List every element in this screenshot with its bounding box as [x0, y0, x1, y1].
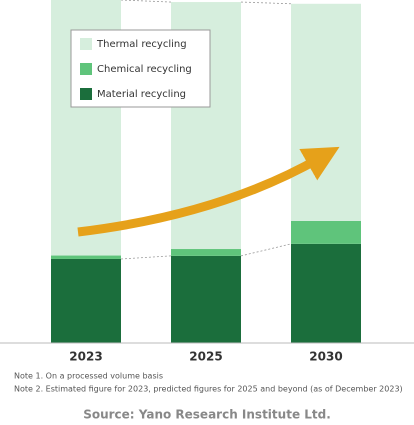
legend-swatch [80, 63, 92, 75]
legend-label: Chemical recycling [97, 64, 192, 75]
note: Note 1. On a processed volume basis [14, 372, 163, 381]
source: Source: Yano Research Institute Ltd. [83, 408, 331, 422]
note: Note 2. Estimated figure for 2023, predi… [14, 385, 403, 394]
trend-arrow [77, 146, 340, 237]
bar-segment [291, 3, 361, 221]
connector [120, 0, 172, 3]
bar-segment [51, 258, 121, 343]
legend-swatch [80, 88, 92, 100]
bar-segment [171, 255, 241, 343]
x-tick-label: 2030 [309, 350, 342, 364]
legend-label: Material recycling [97, 89, 186, 100]
legend-label: Thermal recycling [96, 39, 187, 50]
connector [240, 1, 292, 5]
x-tick-label: 2023 [69, 350, 102, 364]
connector [240, 243, 292, 257]
bar-segment [171, 249, 241, 256]
legend-swatch [80, 38, 92, 50]
connector [120, 255, 172, 260]
legend: Thermal recycling Chemical recycling Mater… [70, 29, 211, 108]
x-tick-label: 2025 [189, 350, 222, 364]
bar-segment [291, 243, 361, 343]
bar-segment [291, 220, 361, 244]
legend-box [70, 29, 211, 108]
bar-segment [51, 255, 121, 259]
